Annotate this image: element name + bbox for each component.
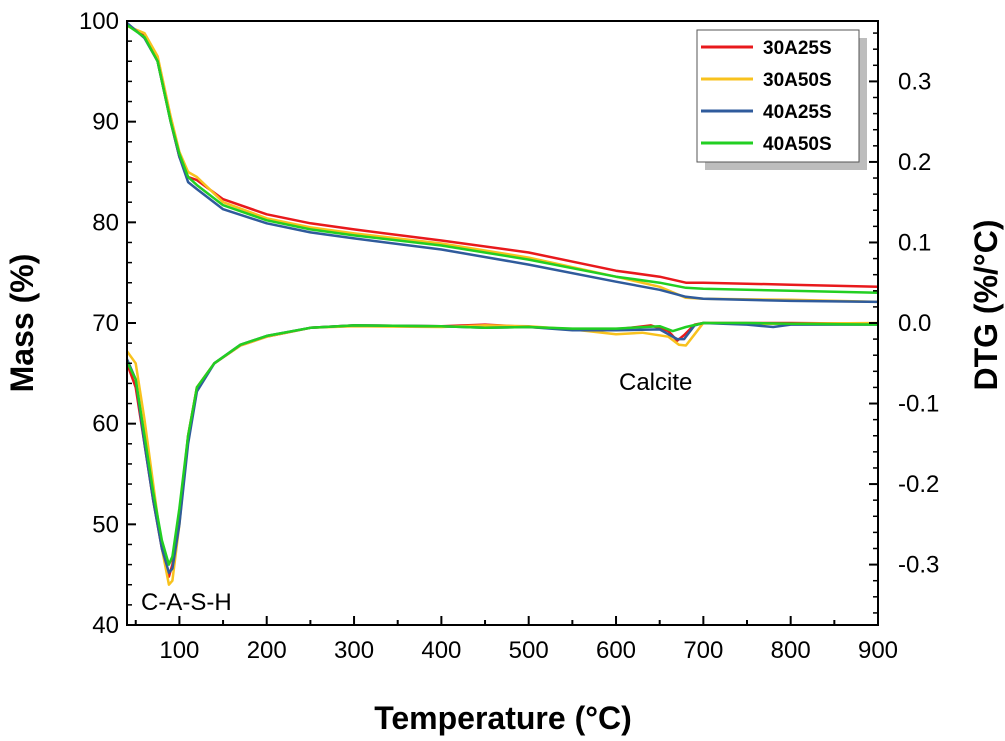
y-left-tick-label: 50 [92,511,119,538]
x-tick-label: 800 [771,637,811,664]
legend: 30A25S 30A50S 40A25S 40A50S [696,29,867,170]
legend-label-30a50s: 30A50S [763,70,832,91]
legend-items: 30A25S 30A50S 40A25S 40A50S [701,38,832,155]
dtg-line-30a25s [125,321,879,578]
annotation-calcite: Calcite [619,369,692,396]
ticks-layer: 100 200 300 400 500 600 700 800 900 40 50 60 70 80 90 1… [79,8,939,664]
y-left-tick-label: 60 [92,411,119,438]
y-right-tick-label: 0.0 [898,310,931,337]
annotation-cash: C-A-S-H [141,589,232,616]
x-tick-label: 500 [509,637,549,664]
legend-label-40a50s: 40A50S [763,134,832,155]
x-tick-label: 600 [596,637,636,664]
y-right-tick-label: -0.2 [898,471,939,498]
legend-label-40a25s: 40A25S [763,102,832,123]
x-tick-label: 400 [421,637,461,664]
y-right-tick-label: -0.1 [898,391,939,418]
dtg-line-30a50s [125,321,879,586]
y-left-tick-label: 40 [92,612,119,639]
y-right-tick-label: -0.3 [898,552,939,579]
x-tick-label: 900 [858,637,898,664]
x-tick-label: 200 [247,637,287,664]
x-axis-title: Temperature (°C) [374,700,632,736]
series-layer [125,22,879,586]
y-left-tick-label: 80 [92,209,119,236]
x-tick-label: 700 [683,637,723,664]
x-tick-label: 300 [334,637,374,664]
y-left-tick-label: 70 [92,310,119,337]
y-right-tick-label: 0.3 [898,68,931,95]
y-right-tick-label: 0.2 [898,149,931,176]
x-tick-label: 100 [159,637,199,664]
tga-line-40a50s [126,23,879,295]
dtg-line-40a50s [125,321,879,566]
y-axis-right-title: DTG (%/°C) [968,220,1004,391]
y-right-tick-label: 0.1 [898,229,931,256]
legend-label-30a25s: 30A25S [763,38,832,59]
y-axis-left-title: Mass (%) [4,254,40,393]
dtg-line-40a25s [125,321,878,574]
legend-box [696,29,860,163]
y-left-tick-label: 100 [79,8,119,35]
y-left-tick-label: 90 [92,109,119,136]
